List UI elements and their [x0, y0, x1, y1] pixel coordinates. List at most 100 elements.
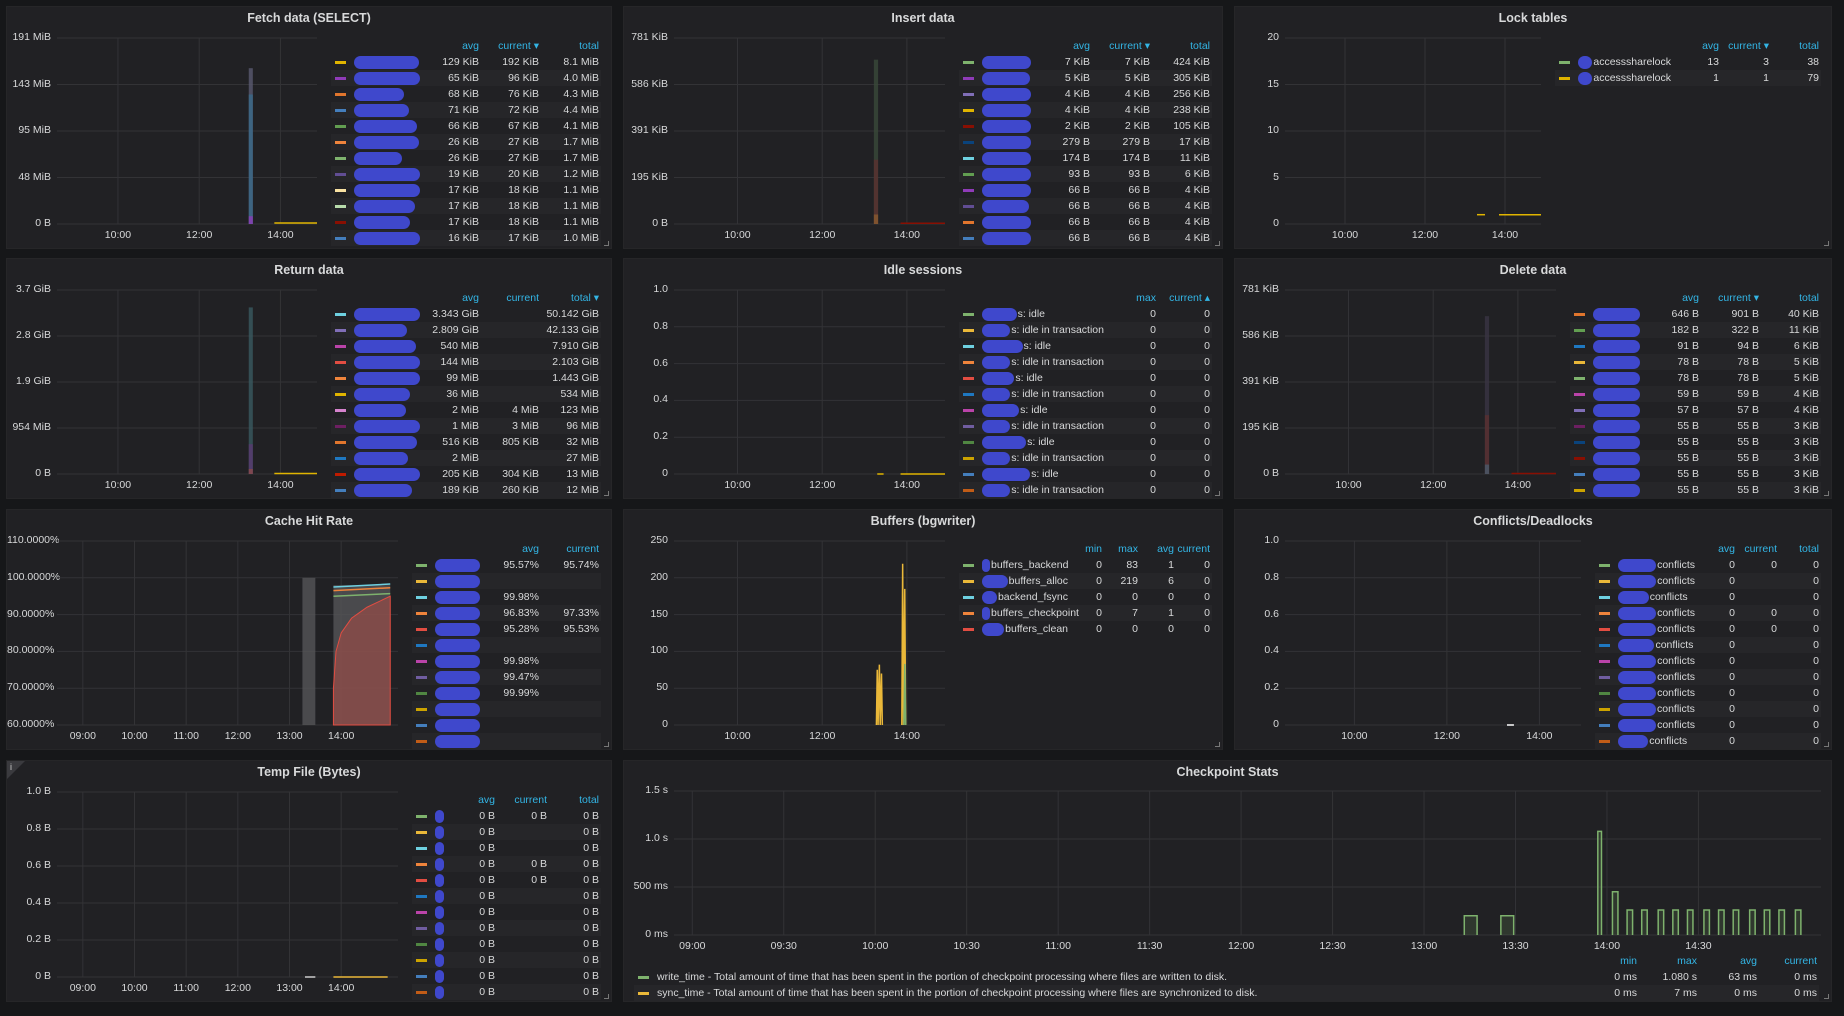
- legend-row[interactable]: 36 MiB 534 MiB: [331, 386, 601, 402]
- legend-row[interactable]: 0 B 0 B: [412, 920, 601, 936]
- legend-row[interactable]: 279 B 279 B 17 KiB: [959, 134, 1212, 150]
- graph-area[interactable]: [1285, 540, 1581, 726]
- legend-row[interactable]: 2 MiB 4 MiB 123 MiB: [331, 402, 601, 418]
- panel-title[interactable]: Insert data: [891, 11, 955, 25]
- legend-row[interactable]: conflicts 0 0: [1595, 685, 1821, 701]
- legend-row[interactable]: 26 KiB 27 KiB 1.7 MiB: [331, 150, 601, 166]
- legend-row[interactable]: 65 KiB 96 KiB 4.0 MiB: [331, 70, 601, 86]
- legend-series[interactable]: [963, 231, 1032, 245]
- legend-series[interactable]: [963, 151, 1032, 165]
- legend-series[interactable]: [335, 103, 421, 117]
- legend-series[interactable]: [416, 718, 481, 732]
- legend-series[interactable]: s: idle in transaction: [963, 355, 1104, 369]
- legend-row[interactable]: 59 B 59 B 4 KiB: [1570, 386, 1821, 402]
- legend-row[interactable]: conflicts 0 0: [1595, 589, 1821, 605]
- legend-series[interactable]: buffers_checkpoint: [963, 606, 1079, 620]
- graph-area[interactable]: [674, 540, 945, 726]
- legend-column-header[interactable]: current: [1177, 543, 1210, 555]
- legend-row[interactable]: 55 B 55 B 3 KiB: [1570, 434, 1821, 450]
- graph-area[interactable]: [1285, 37, 1541, 225]
- legend-series[interactable]: [335, 483, 421, 497]
- legend-series[interactable]: [1574, 355, 1641, 369]
- legend-column-header[interactable]: avg: [1718, 543, 1735, 555]
- legend-row[interactable]: 68 KiB 76 KiB 4.3 MiB: [331, 86, 601, 102]
- legend-series[interactable]: [416, 937, 445, 951]
- legend-row[interactable]: conflicts 0 0: [1595, 717, 1821, 733]
- legend-column-header[interactable]: max: [1677, 955, 1697, 967]
- legend-column-header[interactable]: total: [1799, 292, 1819, 304]
- legend-row[interactable]: [412, 637, 601, 653]
- legend-series[interactable]: write_time - Total amount of time that h…: [638, 971, 1579, 983]
- legend-series[interactable]: conflicts: [1599, 574, 1695, 588]
- legend-series[interactable]: [335, 55, 421, 69]
- legend-row[interactable]: 7 KiB 7 KiB 424 KiB: [959, 54, 1212, 70]
- legend-column-header[interactable]: total: [579, 40, 599, 52]
- legend-row[interactable]: 516 KiB 805 KiB 32 MiB: [331, 434, 601, 450]
- legend-row[interactable]: s: idle in transaction 0 0: [959, 450, 1212, 466]
- legend-series[interactable]: [335, 451, 421, 465]
- legend-series[interactable]: [1574, 339, 1641, 353]
- legend-series[interactable]: [416, 606, 481, 620]
- panel-resize-handle[interactable]: [1215, 241, 1220, 246]
- legend-row[interactable]: 93 B 93 B 6 KiB: [959, 166, 1212, 182]
- legend-row[interactable]: s: idle 0 0: [959, 338, 1212, 354]
- legend-row[interactable]: 99.98%: [412, 653, 601, 669]
- legend-column-header[interactable]: current: [1744, 543, 1777, 555]
- legend-row[interactable]: 0 B 0 B: [412, 936, 601, 952]
- legend-series[interactable]: [1574, 403, 1641, 417]
- legend-series[interactable]: [335, 403, 421, 417]
- legend-series[interactable]: [963, 55, 1032, 69]
- legend-series[interactable]: [1574, 323, 1641, 337]
- legend-row[interactable]: 55 B 55 B 3 KiB: [1570, 466, 1821, 482]
- graph-area[interactable]: [57, 791, 398, 978]
- panel-resize-handle[interactable]: [1215, 491, 1220, 496]
- legend-series[interactable]: [1574, 451, 1641, 465]
- legend-series[interactable]: [416, 638, 481, 652]
- legend-row[interactable]: [412, 573, 601, 589]
- legend-column-header[interactable]: avg: [1702, 40, 1719, 52]
- panel-title[interactable]: Buffers (bgwriter): [870, 514, 976, 528]
- legend-row[interactable]: 0 B 0 B: [412, 952, 601, 968]
- legend-row[interactable]: s: idle in transaction 0 0: [959, 322, 1212, 338]
- legend-series[interactable]: [416, 841, 445, 855]
- legend-series[interactable]: sync_time - Total amount of time that ha…: [638, 987, 1579, 999]
- legend-series[interactable]: [963, 199, 1032, 213]
- graph-area[interactable]: [674, 790, 1821, 936]
- legend-row[interactable]: 540 MiB 7.910 GiB: [331, 338, 601, 354]
- legend-row[interactable]: 189 KiB 260 KiB 12 MiB: [331, 482, 601, 498]
- legend-series[interactable]: s: idle: [963, 435, 1104, 449]
- legend-series[interactable]: [335, 323, 421, 337]
- legend-series[interactable]: [416, 969, 445, 983]
- legend-series[interactable]: [416, 857, 445, 871]
- legend-series[interactable]: [335, 339, 421, 353]
- legend-series[interactable]: [335, 183, 421, 197]
- legend-series[interactable]: s: idle in transaction: [963, 419, 1104, 433]
- legend-row[interactable]: conflicts 0 0: [1595, 733, 1821, 749]
- graph-area[interactable]: [57, 289, 317, 475]
- legend-row[interactable]: 17 KiB 18 KiB 1.1 MiB: [331, 198, 601, 214]
- legend-series[interactable]: conflicts: [1599, 686, 1695, 700]
- legend-series[interactable]: [963, 167, 1032, 181]
- legend-row[interactable]: 96.83% 97.33%: [412, 605, 601, 621]
- legend-row[interactable]: 0 B 0 B: [412, 968, 601, 984]
- legend-row[interactable]: 66 KiB 67 KiB 4.1 MiB: [331, 118, 601, 134]
- legend-row[interactable]: conflicts 0 0 0: [1595, 605, 1821, 621]
- legend-row[interactable]: conflicts 0 0: [1595, 637, 1821, 653]
- legend-row[interactable]: 95.28% 95.53%: [412, 621, 601, 637]
- legend-row[interactable]: conflicts 0 0: [1595, 669, 1821, 685]
- legend-series[interactable]: [335, 355, 421, 369]
- legend-row[interactable]: 129 KiB 192 KiB 8.1 MiB: [331, 54, 601, 70]
- legend-series[interactable]: s: idle: [963, 403, 1104, 417]
- legend-row[interactable]: s: idle in transaction 0 0: [959, 418, 1212, 434]
- legend-row[interactable]: 0 B 0 B: [412, 984, 601, 1000]
- legend-series[interactable]: conflicts: [1599, 558, 1695, 572]
- legend-row[interactable]: s: idle in transaction 0 0: [959, 482, 1212, 498]
- legend-row[interactable]: 2 MiB 27 MiB: [331, 450, 601, 466]
- legend-row[interactable]: 0 B 0 B 0 B: [412, 808, 601, 824]
- legend-column-header[interactable]: avg: [1073, 40, 1090, 52]
- legend-series[interactable]: s: idle: [963, 339, 1104, 353]
- legend-series[interactable]: s: idle: [963, 307, 1104, 321]
- legend-row[interactable]: 26 KiB 27 KiB 1.7 MiB: [331, 134, 601, 150]
- legend-row[interactable]: 4 KiB 4 KiB 238 KiB: [959, 102, 1212, 118]
- legend-row[interactable]: conflicts 0 0: [1595, 573, 1821, 589]
